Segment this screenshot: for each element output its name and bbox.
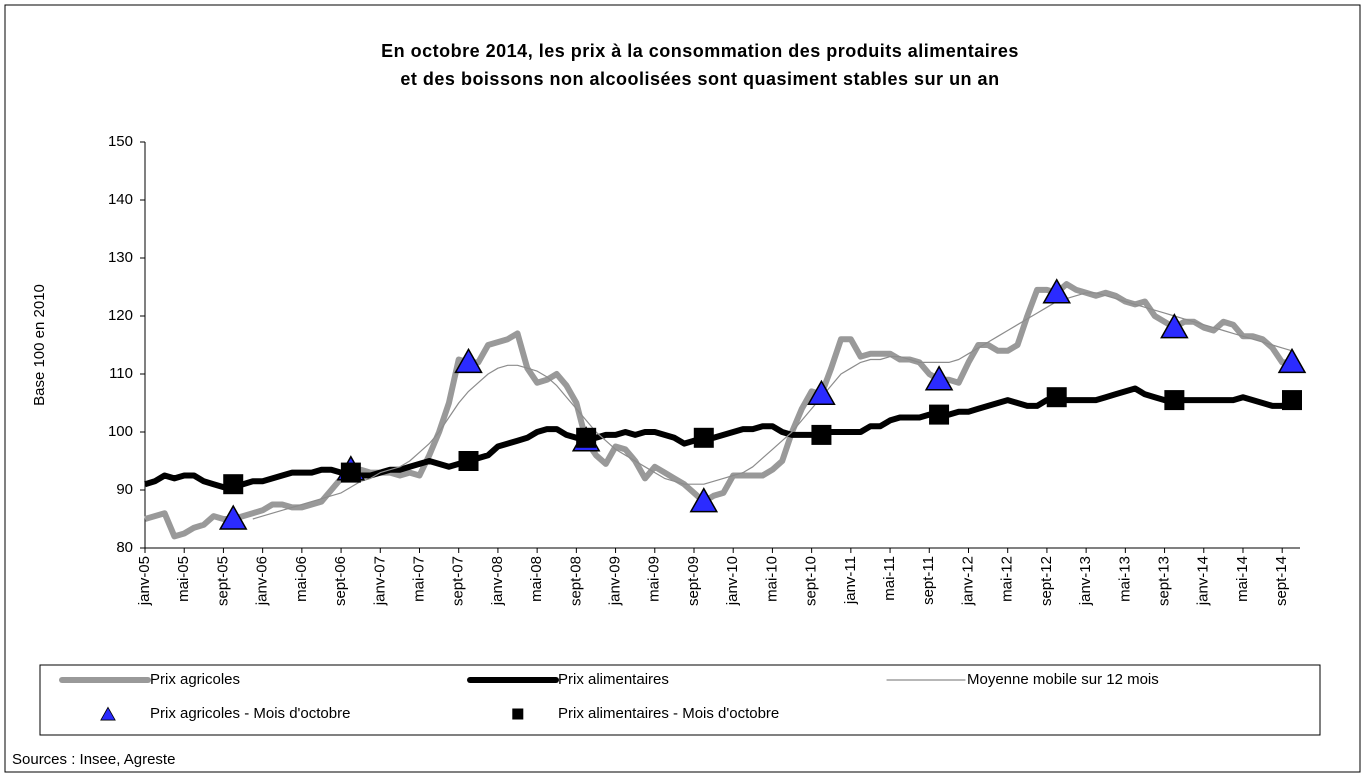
y-axis-title: Base 100 en 2010	[31, 284, 48, 406]
x-tick-label: mai-06	[293, 556, 310, 602]
x-tick-label: janv-13	[1077, 556, 1094, 606]
x-tick-label: janv-06	[254, 556, 271, 606]
legend-label: Prix alimentaires	[558, 671, 669, 688]
x-tick-label: mai-05	[175, 556, 192, 602]
x-tick-label: mai-12	[999, 556, 1016, 602]
y-tick-label: 140	[108, 191, 133, 208]
x-tick-label: sept-06	[332, 556, 349, 606]
point-marker	[1042, 278, 1072, 304]
x-tick-label: sept-05	[214, 556, 231, 606]
point-marker	[1046, 387, 1067, 408]
y-tick-label: 90	[116, 481, 133, 498]
legend-marker	[512, 708, 524, 720]
point-marker	[1160, 313, 1189, 339]
chart-frame	[4, 4, 1361, 773]
chart-title: et des boissons non alcoolisées sont qua…	[400, 69, 999, 89]
x-tick-label: sept-08	[567, 556, 584, 606]
legend-label: Prix agricoles - Mois d'octobre	[150, 705, 350, 722]
x-tick-label: sept-11	[920, 556, 937, 605]
point-marker	[929, 404, 950, 425]
x-tick-label: janv-09	[607, 556, 624, 606]
x-tick-label: mai-09	[646, 556, 663, 602]
source-note: Sources : Insee, Agreste	[12, 751, 175, 768]
legend-box	[39, 664, 1321, 736]
x-tick-label: mai-14	[1234, 556, 1251, 602]
x-tick-label: janv-05	[136, 556, 153, 606]
point-marker	[807, 379, 836, 406]
x-tick-label: janv-12	[959, 556, 976, 606]
x-tick-label: sept-12	[1038, 556, 1055, 606]
x-tick-label: janv-08	[489, 556, 506, 606]
legend-label: Moyenne mobile sur 12 mois	[967, 671, 1159, 688]
y-tick-label: 150	[108, 133, 133, 150]
x-tick-label: sept-07	[450, 556, 467, 606]
point-marker	[1164, 390, 1185, 411]
x-tick-label: mai-13	[1116, 556, 1133, 602]
point-marker	[924, 365, 954, 391]
series-line	[144, 385, 1294, 491]
y-tick-label: 110	[109, 365, 133, 382]
x-tick-label: mai-07	[410, 556, 427, 602]
point-marker	[223, 474, 244, 495]
legend-label: Prix agricoles	[150, 671, 240, 688]
point-marker	[811, 424, 832, 445]
point-marker	[693, 427, 714, 448]
chart-title: En octobre 2014, les prix à la consommat…	[381, 41, 1019, 61]
x-tick-label: janv-10	[724, 556, 741, 606]
x-tick-label: janv-14	[1195, 556, 1212, 606]
x-tick-label: janv-11	[842, 556, 859, 605]
point-marker	[1282, 390, 1302, 411]
y-tick-label: 120	[108, 307, 133, 324]
point-marker	[458, 451, 479, 471]
x-tick-label: sept-13	[1156, 556, 1173, 606]
legend-marker	[100, 706, 116, 721]
point-marker	[454, 347, 483, 374]
legend-label: Prix alimentaires - Mois d'octobre	[558, 705, 779, 722]
x-tick-label: sept-10	[803, 556, 820, 606]
point-marker	[576, 427, 597, 448]
point-marker	[689, 487, 719, 513]
y-tick-label: 100	[108, 423, 133, 440]
x-tick-label: mai-10	[763, 556, 780, 602]
y-tick-label: 130	[108, 249, 133, 266]
point-marker	[340, 462, 361, 483]
x-tick-label: janv-07	[371, 556, 388, 606]
x-tick-label: sept-09	[685, 556, 702, 606]
point-marker	[1277, 347, 1307, 374]
x-tick-label: mai-11	[881, 556, 898, 601]
point-marker	[218, 504, 248, 530]
series-line	[252, 292, 1293, 520]
x-tick-label: sept-14	[1273, 556, 1290, 606]
y-tick-label: 80	[116, 539, 133, 556]
x-tick-label: mai-08	[528, 556, 545, 602]
